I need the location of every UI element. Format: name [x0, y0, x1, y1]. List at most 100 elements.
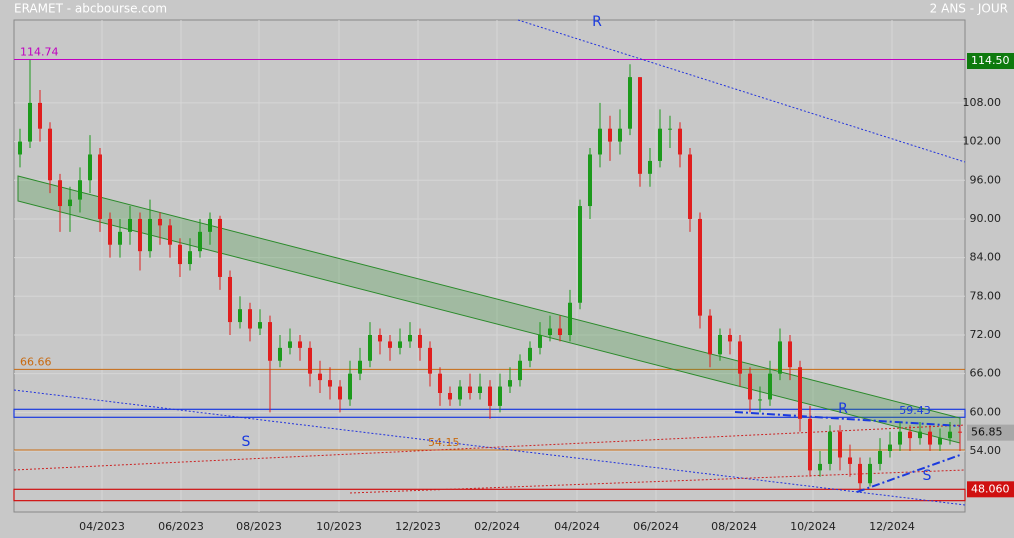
candle-body: [108, 218, 112, 245]
price-tag: [967, 481, 1014, 498]
y-tick-label: 102.00: [963, 135, 1002, 148]
candle-body: [38, 102, 42, 129]
candle-body: [78, 180, 82, 200]
price-zone: [13, 488, 966, 502]
price-tag: [967, 53, 1014, 69]
candle-body: [98, 154, 102, 219]
price-level-label: 114.74: [20, 45, 59, 58]
header-right: 2 ANS - JOUR: [930, 2, 1008, 16]
candle-body: [308, 347, 312, 374]
annotation: S: [242, 434, 251, 450]
candle-body: [348, 373, 352, 400]
price-level-label: 66.66: [20, 355, 52, 368]
candle-body: [208, 218, 212, 232]
x-tick-label: 02/2024: [474, 520, 520, 533]
y-tick-label: 90.00: [970, 212, 1002, 225]
candle-body: [148, 218, 152, 252]
candle-body: [948, 431, 952, 439]
candle-body: [288, 341, 292, 348]
price-level-label: 54.15: [428, 436, 460, 449]
candle-body: [908, 431, 912, 439]
candle-body: [138, 218, 142, 252]
candle-body: [868, 463, 872, 484]
candle-body: [728, 334, 732, 342]
x-tick-label: 08/2024: [711, 520, 757, 533]
candle-body: [898, 431, 902, 445]
candle-body: [718, 334, 722, 355]
candle-body: [628, 77, 632, 129]
x-tick-label: 10/2024: [790, 520, 836, 533]
candle-body: [568, 302, 572, 335]
y-tick-label: 66.00: [970, 367, 1002, 380]
candle-body: [368, 334, 372, 361]
annotation: R: [592, 14, 602, 30]
candle-body: [808, 418, 812, 471]
candle-body: [828, 431, 832, 464]
candle-body: [448, 392, 452, 400]
candle-body: [678, 128, 682, 155]
candle-body: [738, 341, 742, 374]
candle-body: [478, 386, 482, 393]
x-tick-label: 12/2023: [395, 520, 441, 533]
candle-body: [818, 463, 822, 471]
candle-body: [558, 328, 562, 335]
y-tick-label: 54.00: [970, 444, 1002, 457]
candle-body: [298, 341, 302, 348]
candle-body: [598, 128, 602, 155]
red-trend-line: [13, 424, 966, 471]
annotation: S: [923, 468, 932, 484]
candle-body: [688, 154, 692, 219]
candle-body: [778, 341, 782, 374]
support-line: [856, 454, 961, 493]
candle-body: [178, 244, 182, 265]
candle-body: [228, 276, 232, 323]
candle-body: [118, 231, 122, 245]
candle-body: [848, 457, 852, 464]
candle-body: [528, 347, 532, 361]
y-tick-label: 96.00: [970, 173, 1002, 186]
candle-body: [88, 154, 92, 181]
candle-body: [438, 373, 442, 393]
candle-body: [698, 218, 702, 316]
candle-body: [838, 431, 842, 458]
candle-body: [548, 328, 552, 335]
candle-body: [238, 309, 242, 323]
candle-body: [218, 218, 222, 277]
candle-body: [388, 341, 392, 348]
candle-body: [378, 334, 382, 342]
x-tick-label: 12/2024: [869, 520, 915, 533]
candle-body: [68, 199, 72, 207]
candle-body: [858, 463, 862, 484]
candle-body: [28, 102, 32, 142]
candle-body: [498, 386, 502, 406]
candle-body: [798, 367, 802, 419]
candle-body: [338, 386, 342, 400]
candle-body: [18, 141, 22, 155]
header-left: ERAMET - abcbourse.com: [14, 2, 167, 16]
candle-body: [48, 128, 52, 181]
x-tick-label: 10/2023: [316, 520, 362, 533]
candle-body: [608, 128, 612, 142]
annotation: R: [838, 401, 848, 417]
y-tick-label: 78.00: [970, 289, 1002, 302]
candle-body: [618, 128, 622, 142]
candle-body: [168, 225, 172, 245]
candle-body: [358, 360, 362, 374]
price-tag-label: 56.85: [971, 426, 1003, 439]
candle-body: [918, 431, 922, 439]
candle-body: [878, 451, 882, 464]
candle-body: [58, 180, 62, 207]
candle-body: [648, 160, 652, 174]
candle-body: [658, 128, 662, 161]
candle-body: [668, 128, 672, 130]
plot-area: [13, 19, 966, 513]
candle-body: [488, 386, 492, 406]
x-tick-label: 04/2024: [554, 520, 600, 533]
candle-body: [188, 251, 192, 265]
candle-body: [788, 341, 792, 368]
candle-body: [508, 380, 512, 387]
candle-body: [278, 347, 282, 361]
price-tag: [967, 424, 1014, 441]
candle-body: [428, 347, 432, 374]
candle-body: [128, 218, 132, 232]
